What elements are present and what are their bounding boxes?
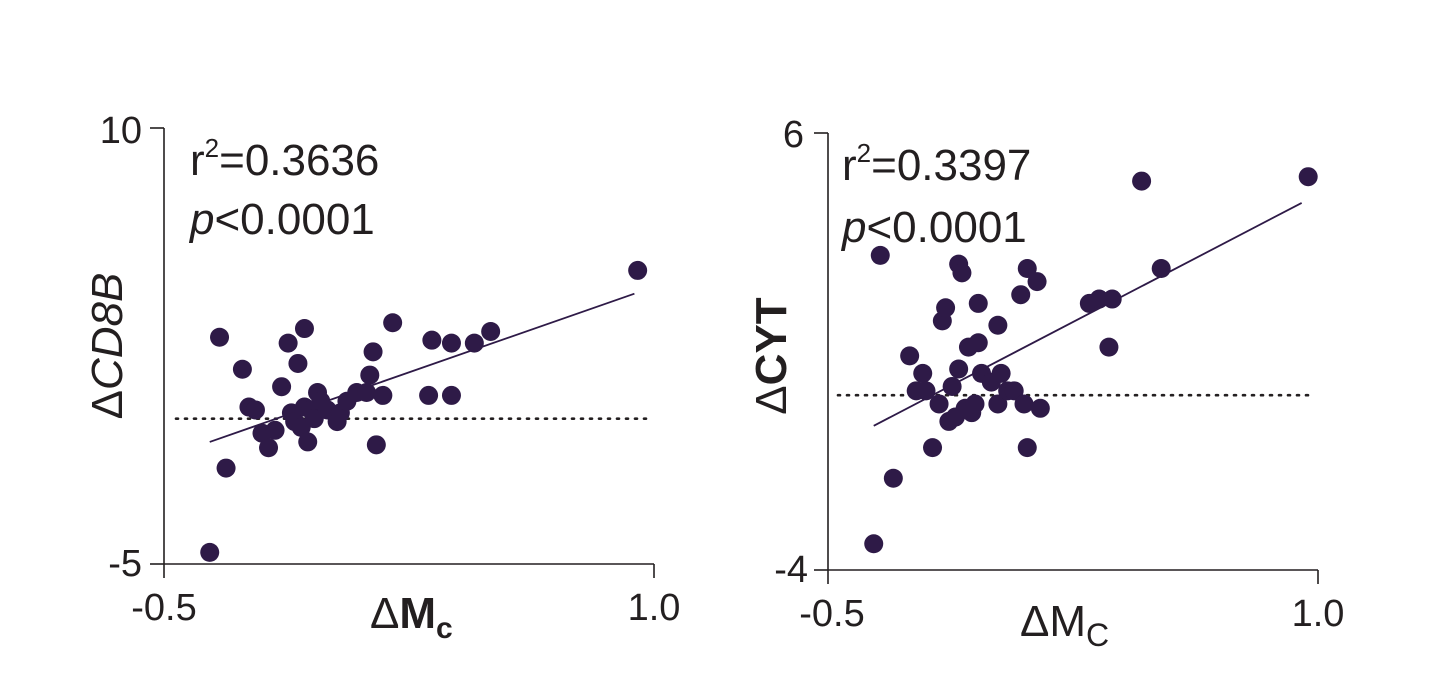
data-point-37 [464,333,484,353]
x-tick-label-min: -0.5 [131,587,196,629]
data-point-32 [383,313,403,333]
data-point-31 [373,385,393,405]
x-tick-label-max: 1.0 [1292,593,1345,635]
data-point-34 [1017,438,1037,458]
r-squared-annotation: r2=0.3636 [190,133,379,185]
data-point-39 [1102,289,1122,309]
data-point-35 [1030,398,1050,418]
data-point-0 [200,542,220,562]
regression-line [209,292,635,443]
data-point-39 [628,260,648,280]
data-point-34 [422,330,442,350]
data-point-10 [278,333,298,353]
data-point-27 [991,363,1011,383]
data-point-12 [942,376,962,396]
r-squared-value: =0.3397 [871,141,1031,190]
data-point-3 [232,359,252,379]
data-point-38 [481,321,501,341]
data-point-29 [363,342,383,362]
data-point-3 [900,346,920,366]
data-point-16 [294,319,314,339]
data-point-17 [298,432,318,452]
data-point-27 [357,383,377,403]
chart-panel-cyt: 6 -4 -0.5 1.0 r2=0.3397 p<0.0001 ΔCYT ΔM… [747,114,1344,653]
y-tick-label-min: -4 [774,549,808,591]
data-point-33 [419,385,439,405]
x-tick-label-max: 1.0 [628,587,681,629]
data-point-1 [870,245,890,265]
p-value-annotation: p<0.0001 [840,203,1027,252]
data-point-40 [1132,171,1152,191]
data-points [200,260,648,562]
x-axis-delta: ΔM [1020,597,1086,646]
data-point-13 [288,353,308,373]
data-point-6 [916,381,936,401]
x-tick-label-min: -0.5 [799,593,864,635]
r-squared-annotation: r2=0.3397 [842,138,1031,190]
data-point-0 [864,534,884,554]
data-point-30 [366,435,386,455]
p-value-text: <0.0001 [866,203,1026,252]
p-symbol: p [188,195,214,244]
data-point-1 [210,327,230,347]
p-symbol: p [840,203,866,252]
data-point-35 [441,333,461,353]
data-points [864,167,1318,554]
y-tick-label-min: -5 [108,543,142,585]
data-point-7 [259,438,279,458]
data-point-33 [1014,394,1034,414]
data-point-41 [1151,258,1171,278]
r-exponent: 2 [857,138,871,168]
data-point-29 [1004,381,1024,401]
data-point-21 [968,333,988,353]
r-symbol: r [190,136,205,185]
data-point-25 [988,315,1008,335]
p-value-text: <0.0001 [214,195,374,244]
y-axis-delta: Δ [747,385,796,414]
data-point-5 [913,363,933,383]
data-point-32 [1027,272,1047,292]
y-axis-title: ΔCD8B [83,273,132,420]
y-tick-label-max: 10 [100,110,142,152]
data-point-7 [923,438,943,458]
chart-panel-cd8b: 10 -5 -0.5 1.0 r2=0.3636 p<0.0001 ΔCD8B … [83,110,680,645]
data-point-2 [883,468,903,488]
data-point-20 [965,394,985,414]
y-axis-gene: CD8B [83,273,132,390]
data-point-5 [245,400,265,420]
x-axis-title: ΔMC [1020,597,1109,653]
data-point-16 [952,263,972,283]
x-axis-m: M [399,589,436,638]
r-squared-value: =0.3636 [219,136,379,185]
data-point-38 [1099,337,1119,357]
data-point-9 [272,377,292,397]
data-point-28 [360,365,380,385]
data-point-14 [949,359,969,379]
data-point-37 [1089,289,1109,309]
p-value-annotation: p<0.0001 [188,195,375,244]
y-axis-cyt: CYT [747,297,796,385]
data-point-10 [936,298,956,318]
y-axis-delta: Δ [83,390,132,419]
x-axis-delta: Δ [370,589,399,638]
data-point-30 [1011,285,1031,305]
x-axis-title: ΔMc [370,589,453,645]
x-axis-sub: c [436,612,453,645]
data-point-26 [988,394,1008,414]
data-point-8 [929,394,949,414]
y-axis-title: ΔCYT [747,297,796,415]
data-point-8 [265,420,285,440]
data-point-31 [1017,258,1037,278]
data-point-42 [1298,167,1318,187]
data-point-22 [968,293,988,313]
y-tick-label-max: 6 [783,114,804,156]
data-point-2 [216,458,236,478]
r-symbol: r [842,141,857,190]
r-exponent: 2 [205,133,219,163]
data-point-36 [441,385,461,405]
x-axis-sub: C [1086,617,1109,653]
